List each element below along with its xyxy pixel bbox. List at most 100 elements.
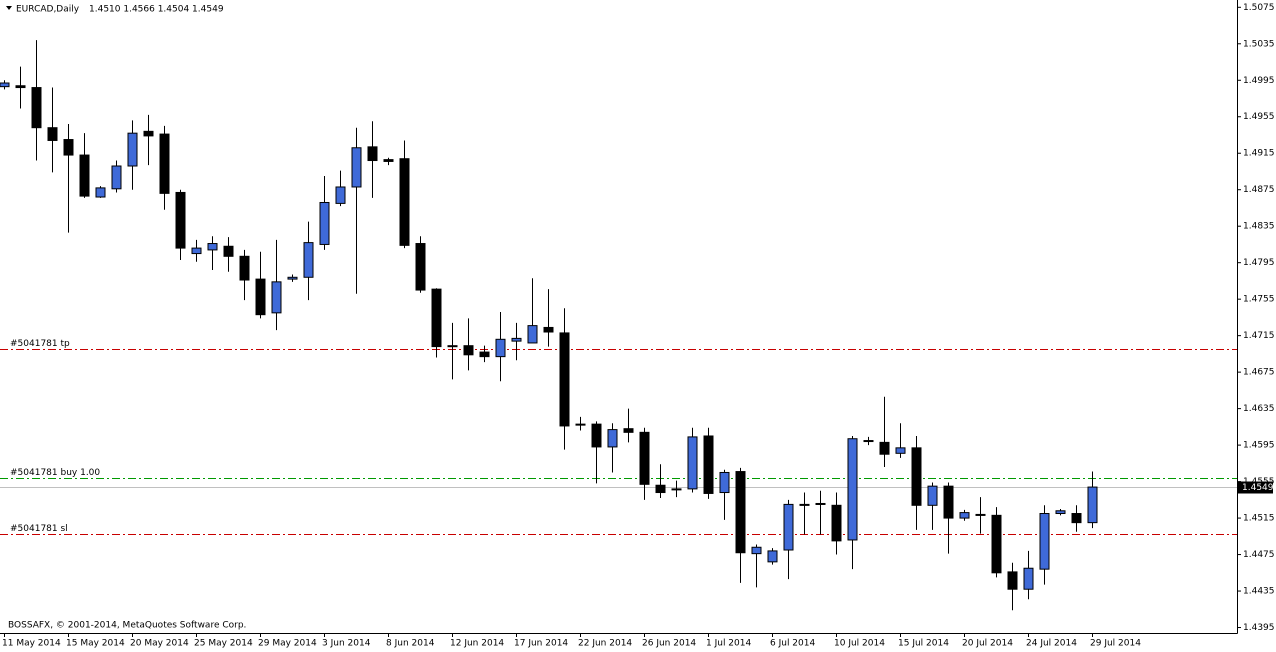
x-tick-label: 22 Jun 2014 — [578, 639, 632, 649]
candle-body — [911, 447, 922, 506]
candle-body — [255, 278, 266, 316]
candle-body — [479, 351, 490, 358]
candle-body — [383, 159, 394, 162]
candle-body — [63, 139, 74, 156]
candle-body — [959, 512, 970, 519]
candle-body — [319, 201, 330, 245]
y-tick-label: 1.4395 — [1243, 623, 1275, 633]
candle-body — [95, 187, 106, 198]
y-tick-label: 1.4675 — [1243, 368, 1275, 378]
candle-body — [303, 242, 314, 278]
candle-body — [351, 147, 362, 188]
x-tick-label: 20 May 2014 — [130, 639, 189, 649]
candle-body — [671, 488, 682, 491]
y-tick-label: 1.4915 — [1243, 149, 1275, 159]
candle-body — [703, 435, 714, 494]
x-tick-label: 11 May 2014 — [2, 639, 61, 649]
candle-body — [815, 502, 826, 505]
x-tick-label: 29 Jul 2014 — [1090, 639, 1141, 649]
candle-body — [207, 243, 218, 251]
candle-body — [767, 550, 778, 563]
menu-triangle[interactable] — [6, 6, 12, 10]
candle-body — [159, 133, 170, 194]
x-tick-label: 15 Jul 2014 — [898, 639, 949, 649]
y-tick-label: 1.4755 — [1243, 295, 1275, 305]
candle-body — [47, 127, 58, 141]
candle-body — [1071, 513, 1082, 524]
order-level-label: #5041781 buy 1.00 — [10, 468, 100, 478]
x-tick-label: 12 Jun 2014 — [450, 639, 504, 649]
x-tick-label: 3 Jun 2014 — [322, 639, 371, 649]
candle-body — [1087, 486, 1098, 524]
y-tick-label: 1.4515 — [1243, 514, 1275, 524]
x-tick-label: 26 Jun 2014 — [642, 639, 696, 649]
candle-body — [31, 87, 42, 129]
candle-body — [591, 423, 602, 448]
candle-body — [431, 288, 442, 348]
candle-body — [975, 513, 986, 516]
candle-body — [127, 132, 138, 167]
candle-body — [111, 165, 122, 190]
x-tick-label: 25 May 2014 — [194, 639, 253, 649]
candle-body — [831, 504, 842, 542]
candle-body — [847, 438, 858, 541]
order-level-label: #5041781 tp — [10, 339, 70, 349]
y-tick-label: 1.4435 — [1243, 587, 1275, 597]
candle-body — [511, 337, 522, 342]
candle-body — [143, 130, 154, 137]
x-tick-label: 20 Jul 2014 — [962, 639, 1013, 649]
candle-body — [799, 503, 810, 506]
x-tick-label: 29 May 2014 — [258, 639, 317, 649]
y-tick-label: 1.4475 — [1243, 550, 1275, 560]
candle-body — [623, 428, 634, 433]
candle-body — [543, 326, 554, 333]
candle-body — [191, 247, 202, 255]
candle-body — [527, 325, 538, 344]
candle-body — [863, 440, 874, 443]
candle-body — [15, 85, 26, 89]
candle-body — [223, 245, 234, 257]
candle-body — [367, 146, 378, 162]
chart-title: EURCAD,Daily — [16, 5, 80, 15]
y-tick-label: 1.4835 — [1243, 222, 1275, 232]
x-tick-label: 17 Jun 2014 — [514, 639, 568, 649]
candle-body — [1055, 510, 1066, 515]
candle-body — [415, 243, 426, 291]
price-label: 1.4549 — [1242, 483, 1274, 493]
candle-body — [0, 82, 10, 88]
candle-body — [175, 191, 186, 249]
candle-body — [495, 338, 506, 358]
y-tick-label: 1.4955 — [1243, 112, 1275, 122]
candle-body — [927, 485, 938, 506]
candle-body — [879, 441, 890, 455]
candle-body — [687, 436, 698, 490]
y-tick-label: 1.4715 — [1243, 331, 1275, 341]
y-tick-label: 1.4875 — [1243, 185, 1275, 195]
price-label-box — [1238, 481, 1273, 494]
candle-body — [335, 186, 346, 204]
x-tick-label: 24 Jul 2014 — [1026, 639, 1077, 649]
candle-body — [751, 546, 762, 555]
x-tick-label: 10 Jul 2014 — [834, 639, 885, 649]
x-tick-label: 1 Jul 2014 — [706, 639, 751, 649]
candle-body — [1023, 567, 1034, 590]
candle-body — [399, 158, 410, 246]
candle-body — [783, 503, 794, 551]
candle-body — [655, 484, 666, 494]
candle-body — [287, 276, 298, 280]
candle-body — [271, 281, 282, 314]
x-tick-label: 15 May 2014 — [66, 639, 125, 649]
candle-body — [463, 345, 474, 356]
y-tick-label: 1.4595 — [1243, 441, 1275, 451]
candle-body — [991, 514, 1002, 574]
candle-body — [639, 431, 650, 485]
candle-body — [943, 485, 954, 519]
y-tick-label: 1.4635 — [1243, 404, 1275, 414]
x-tick-label: 6 Jul 2014 — [770, 639, 815, 649]
candle-body — [735, 471, 746, 554]
candle-body — [607, 429, 618, 448]
y-tick-label: 1.4995 — [1243, 76, 1275, 86]
y-tick-label: 1.5035 — [1243, 39, 1275, 49]
